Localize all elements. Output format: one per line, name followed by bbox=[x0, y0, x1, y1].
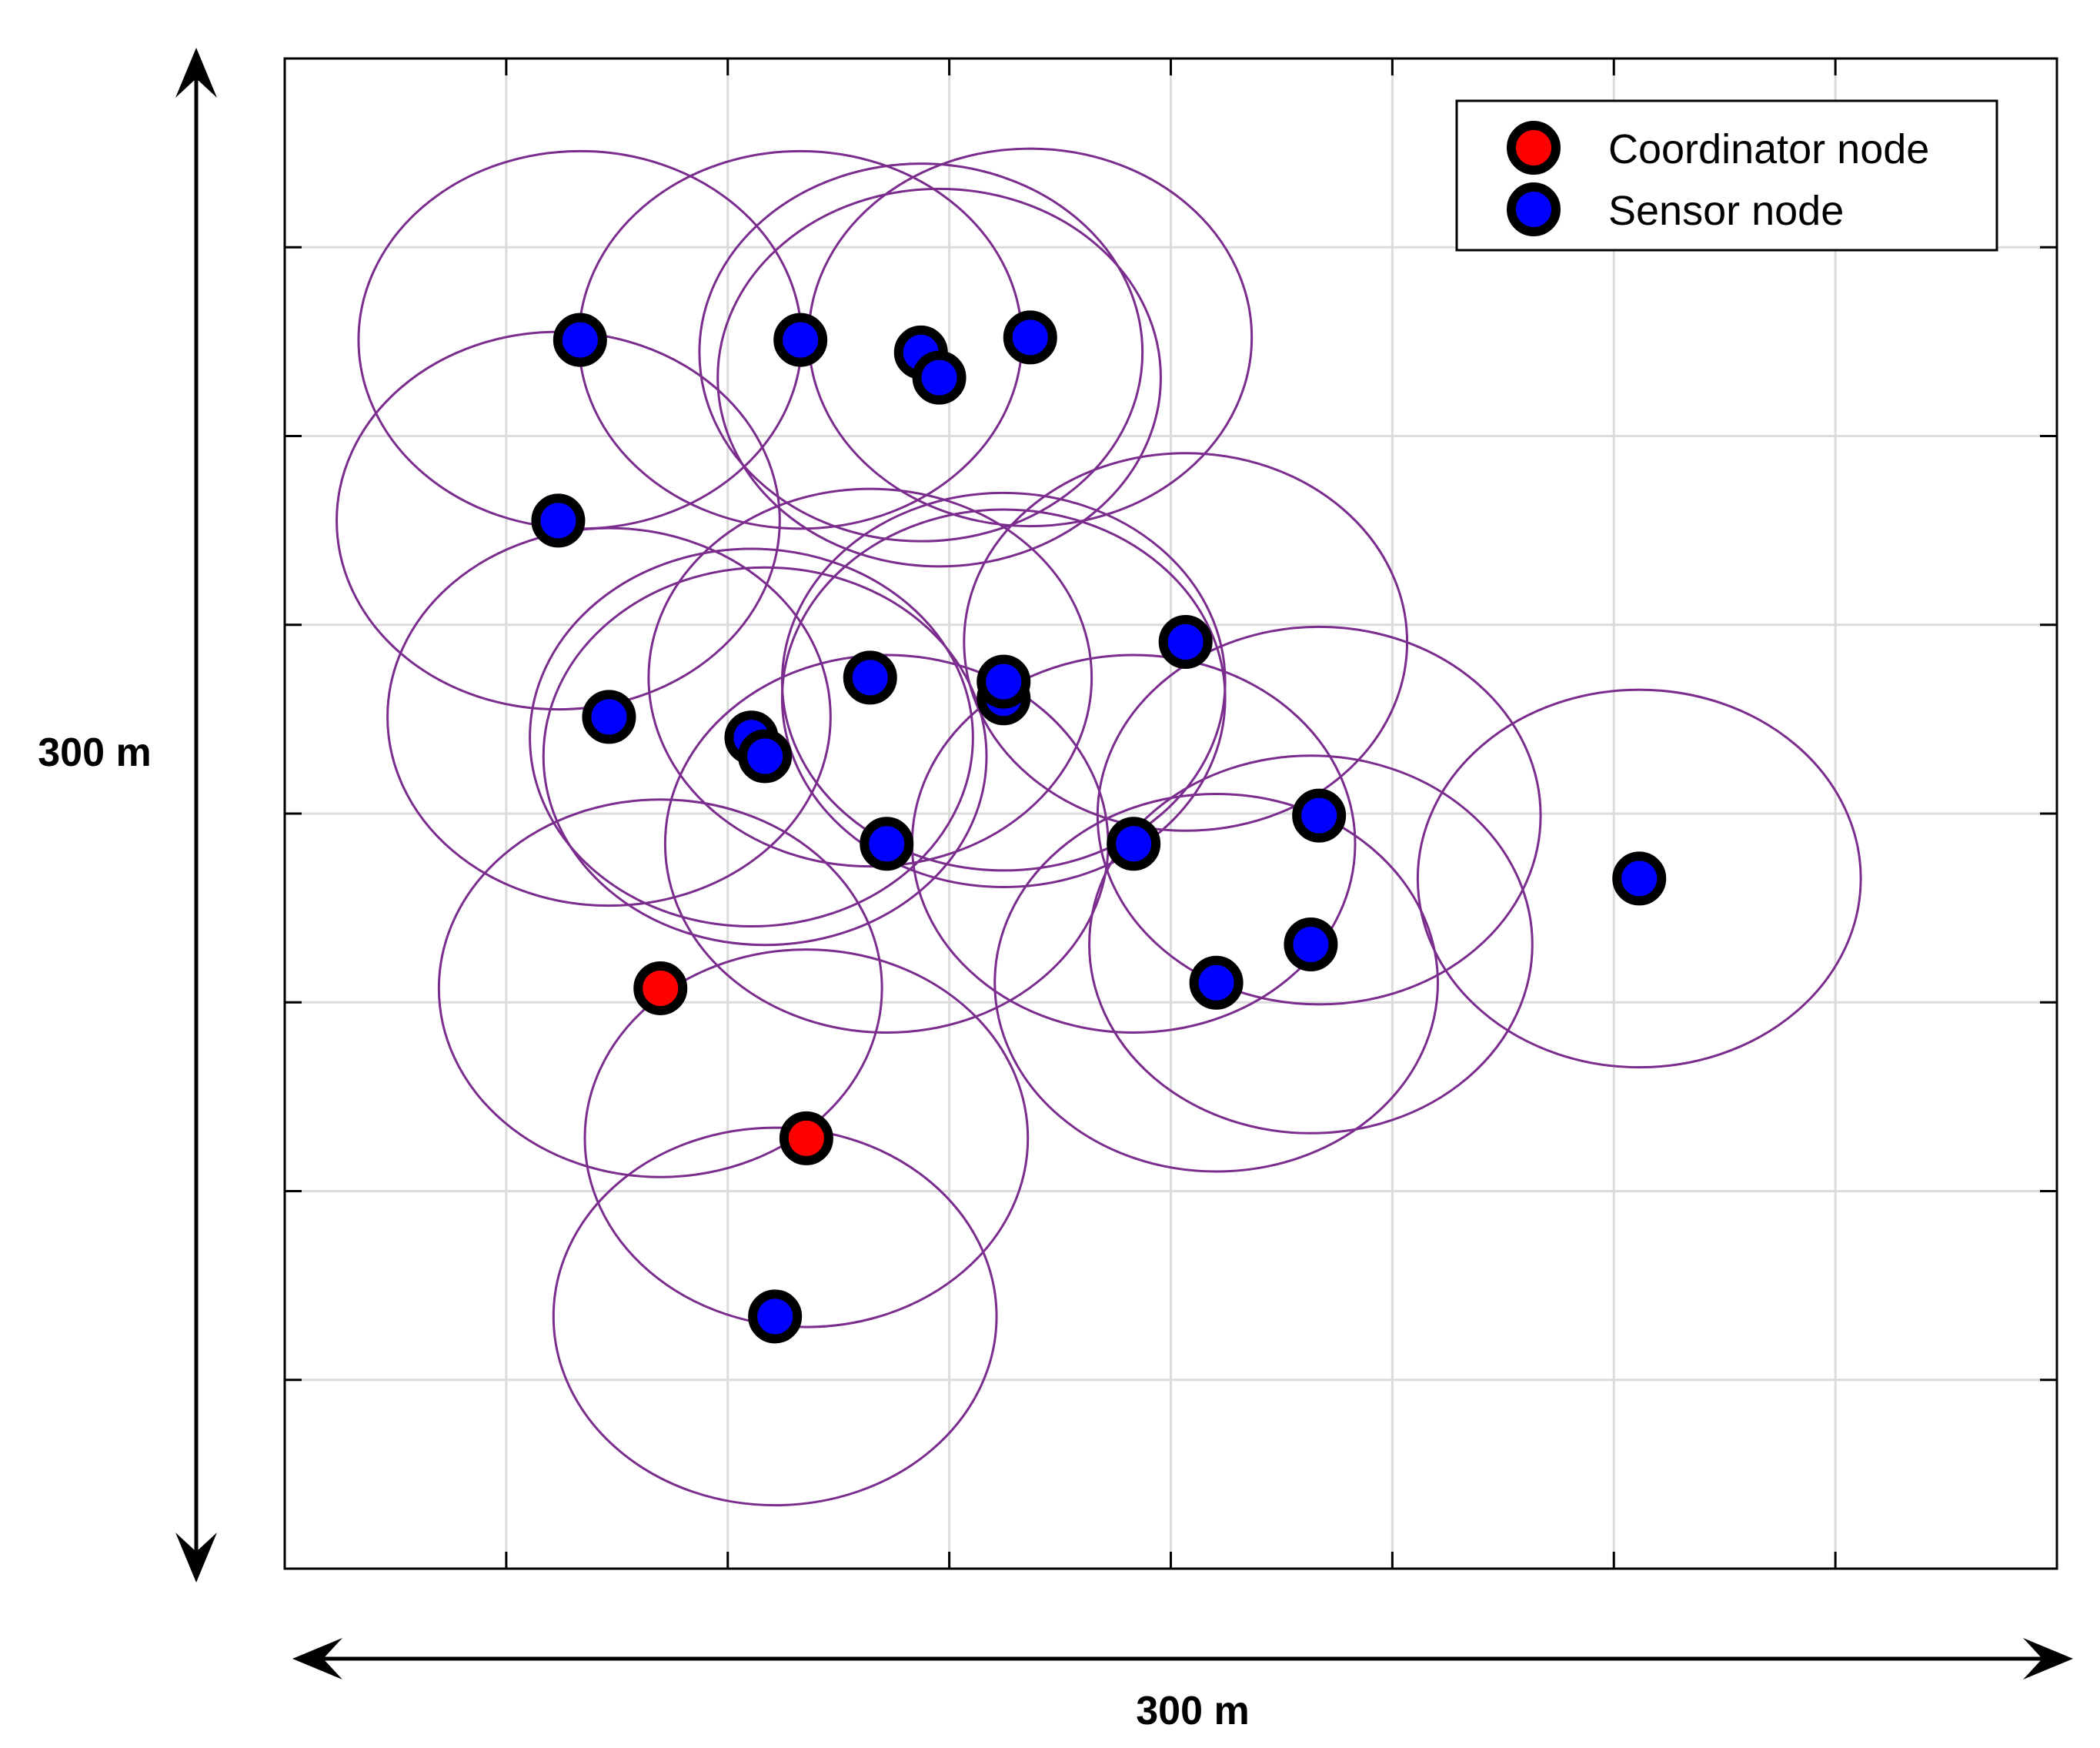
sensor-node bbox=[912, 350, 967, 405]
range-circle bbox=[542, 566, 988, 947]
sensor-node bbox=[843, 650, 897, 705]
sensor-node bbox=[531, 493, 586, 548]
range-circle bbox=[698, 162, 1144, 543]
coordinator-node bbox=[633, 961, 688, 1015]
range-circle bbox=[529, 547, 974, 927]
x-dimension-label: 300 m bbox=[1136, 1689, 1249, 1733]
x-dimension-arrow: 300 m bbox=[292, 1638, 2073, 1733]
range-circle bbox=[1096, 625, 1542, 1006]
y-arrowhead-bottom bbox=[175, 1532, 217, 1583]
range-circle bbox=[780, 491, 1227, 872]
sensor-node bbox=[1612, 851, 1667, 906]
sensor-node bbox=[582, 690, 636, 744]
legend-label-coordinator: Coordinator node bbox=[1608, 126, 1929, 172]
sensor-node bbox=[1292, 788, 1347, 843]
range-circle bbox=[386, 526, 832, 907]
sensor-node bbox=[748, 1289, 803, 1344]
sensor-node bbox=[553, 313, 607, 367]
sensor-node bbox=[977, 654, 1031, 709]
sensor-node bbox=[1284, 917, 1338, 972]
range-circle bbox=[1088, 754, 1534, 1135]
axis-ticks bbox=[285, 58, 2057, 1569]
sensor-node bbox=[738, 729, 793, 784]
range-circle bbox=[993, 792, 1439, 1173]
y-arrowhead-top bbox=[175, 48, 217, 98]
range-circle bbox=[716, 187, 1162, 568]
sensor-node bbox=[1189, 955, 1244, 1010]
range-circle bbox=[1416, 688, 1862, 1069]
sensor-node bbox=[1107, 817, 1161, 871]
sensor-node bbox=[1003, 310, 1057, 365]
legend-label-sensor: Sensor node bbox=[1608, 188, 1844, 234]
range-circle bbox=[583, 948, 1030, 1329]
y-dimension-label: 300 m bbox=[38, 730, 151, 775]
range-circle bbox=[437, 798, 883, 1178]
sensor-node bbox=[1158, 614, 1213, 669]
x-arrowhead-right bbox=[2023, 1638, 2073, 1679]
sensor-node bbox=[773, 313, 828, 367]
coordinator-node bbox=[779, 1111, 833, 1165]
legend-marker-coordinator bbox=[1507, 121, 1561, 175]
legend-marker-sensor bbox=[1507, 182, 1561, 236]
nodes bbox=[531, 310, 1667, 1344]
x-arrowhead-left bbox=[292, 1638, 342, 1679]
range-circle bbox=[552, 1126, 998, 1507]
range-circle bbox=[647, 487, 1093, 868]
y-dimension-arrow: 300 m bbox=[38, 48, 217, 1583]
legend: Coordinator node Sensor node bbox=[1455, 99, 1998, 252]
sensor-node bbox=[860, 817, 914, 871]
